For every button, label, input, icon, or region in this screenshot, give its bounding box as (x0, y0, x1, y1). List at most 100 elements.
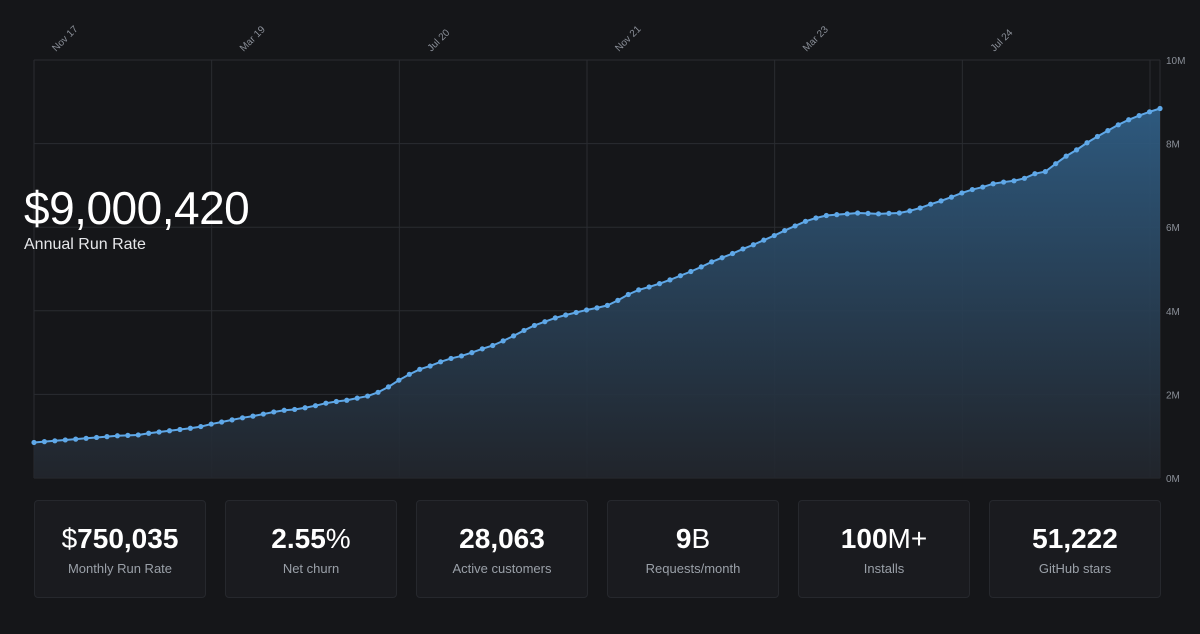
chart-point (344, 397, 350, 403)
metric-label: GitHub stars (1038, 560, 1112, 576)
chart-point (177, 426, 183, 433)
chart-point (646, 284, 652, 290)
chart-point (719, 255, 725, 261)
chart-point (323, 400, 329, 406)
chart-area-fill (34, 108, 1160, 479)
chart-point (1105, 128, 1111, 134)
chart-point (855, 210, 861, 216)
chart-point (625, 291, 631, 298)
chart-point (104, 434, 110, 440)
chart-point (427, 363, 433, 369)
metric-value: 28,063 (459, 522, 545, 554)
metric-unit: % (325, 522, 351, 554)
chart-point (1157, 105, 1163, 112)
chart-point (969, 186, 975, 193)
chart-point (917, 205, 923, 211)
metric-card-github-stars: 51,222 GitHub stars (989, 500, 1161, 598)
chart-point (260, 411, 266, 417)
chart-point (896, 210, 902, 216)
metric-unit: M+ (887, 522, 928, 554)
chart-point (656, 281, 663, 287)
metric-value: 100 (840, 522, 888, 554)
chart-point (1094, 133, 1101, 140)
metric-label: Net churn (282, 560, 340, 576)
chart-point (542, 319, 548, 325)
chart-point (615, 297, 621, 303)
chart-point (1136, 112, 1142, 119)
chart-point (1021, 175, 1028, 181)
chart-point (709, 259, 715, 265)
y-tick-label: 6M (1166, 223, 1180, 234)
chart-point (844, 211, 850, 217)
chart-point (1126, 117, 1132, 123)
chart-point (490, 342, 496, 349)
chart-point (1063, 153, 1069, 159)
chart-point (1032, 171, 1038, 177)
chart-point (782, 227, 788, 234)
chart-point (1146, 109, 1153, 115)
chart-point (959, 190, 965, 196)
x-axis-ticks: Nov 17 Mar 19 Jul 20 Nov 21 Mar 23 Jul 24 (50, 24, 1015, 54)
chart-point (875, 211, 882, 217)
chart-point (271, 409, 277, 415)
chart-point (417, 366, 423, 372)
y-tick-label: 2M (1166, 390, 1180, 401)
x-tick-label: Nov 21 (613, 24, 643, 54)
chart-point (73, 436, 79, 442)
chart-point (865, 210, 871, 217)
chart-point (114, 433, 121, 439)
x-tick-label: Mar 19 (238, 24, 268, 54)
chart-point (552, 315, 558, 321)
chart-point (1001, 179, 1007, 185)
chart-point (677, 273, 684, 279)
x-tick-label: Jul 20 (426, 27, 453, 54)
chart-point (688, 268, 694, 275)
chart-point (948, 194, 955, 200)
chart-point (448, 355, 454, 362)
chart-point (31, 439, 37, 446)
chart-point (52, 438, 58, 444)
chart-point (469, 350, 475, 356)
chart-point (208, 421, 214, 427)
chart-point (41, 439, 48, 445)
chart-point (292, 406, 298, 413)
x-tick-label: Nov 17 (50, 24, 80, 54)
metric-card-installs: 100M+ Installs (798, 500, 970, 598)
chart-point (1011, 178, 1017, 184)
chart-point (792, 223, 798, 229)
chart-point (531, 322, 538, 329)
metric-value: 9 (675, 522, 692, 554)
y-axis-ticks: 0M 2M 4M 6M 8M 10M (1166, 56, 1185, 485)
chart-point (156, 429, 162, 435)
chart-point (1115, 122, 1121, 128)
chart-point (729, 250, 736, 257)
metric-label: Requests/month (645, 560, 741, 576)
chart-point (1042, 169, 1048, 175)
metric-prefix: $ (61, 522, 78, 554)
chart-point (980, 184, 986, 190)
run-rate-chart: Nov 17 Mar 19 Jul 20 Nov 21 Mar 23 Jul 24 0M 2… (31, 24, 1185, 485)
metric-value: 51,222 (1032, 522, 1118, 554)
chart-point (83, 435, 89, 441)
chart-point (500, 338, 506, 344)
metric-unit: B (691, 522, 711, 554)
chart-point (375, 389, 381, 395)
chart-point (479, 346, 485, 352)
metric-value: 750,035 (77, 522, 179, 554)
metric-card-requests-month: 9B Requests/month (607, 500, 779, 598)
chart-point (354, 395, 360, 401)
chart-point (813, 215, 819, 221)
y-tick-label: 8M (1166, 140, 1180, 151)
chart-point (458, 353, 465, 359)
chart-point (250, 413, 256, 419)
chart-point (396, 377, 402, 383)
chart-point (604, 302, 611, 308)
metric-card-active-customers: 28,063 Active customers (416, 500, 588, 598)
x-tick-label: Jul 24 (989, 27, 1016, 54)
chart-point (406, 371, 412, 377)
y-tick-label: 10M (1166, 56, 1185, 67)
chart-point (146, 430, 152, 436)
x-tick-label: Mar 23 (801, 24, 831, 54)
chart-point (166, 428, 173, 434)
chart-point (333, 398, 339, 405)
